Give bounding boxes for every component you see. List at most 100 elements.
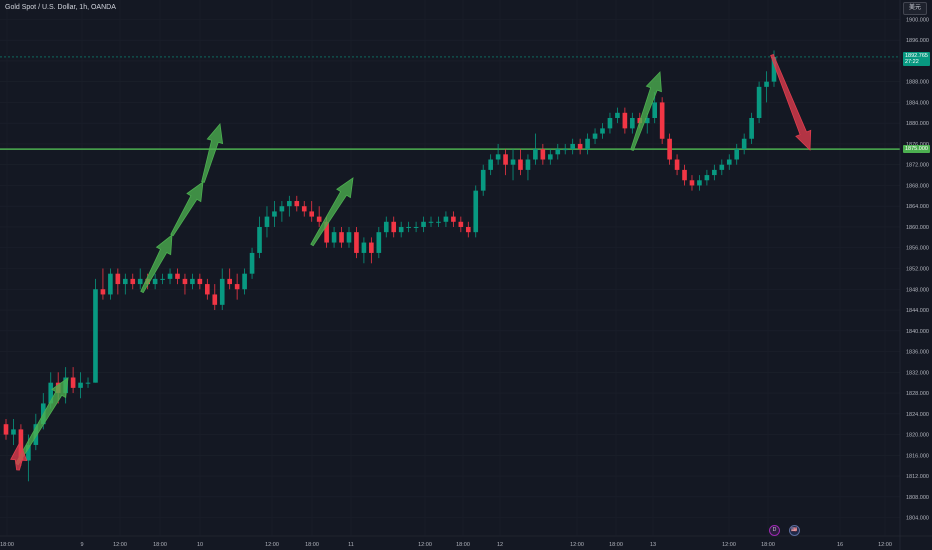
chart-grid: [0, 0, 900, 536]
candle-body: [160, 278, 165, 280]
price-tick-label: 1880.000: [906, 121, 929, 127]
price-tick-label: 1824.000: [906, 412, 929, 418]
time-tick-label: 12:00: [570, 542, 584, 548]
price-tick-label: 1876.000: [906, 142, 929, 148]
candle-body: [607, 117, 613, 129]
candle-body: [11, 429, 16, 435]
candle-body: [615, 112, 620, 118]
candle-body: [48, 382, 54, 404]
time-tick-label: 18:00: [609, 542, 623, 548]
price-tick-label: 1808.000: [906, 495, 929, 501]
candle-body: [451, 216, 456, 222]
candle-body: [428, 221, 434, 223]
green-up-arrow[interactable]: [310, 177, 354, 247]
price-scale[interactable]: 1900.0001896.0001892.0001888.0001884.000…: [899, 0, 929, 550]
candle-body: [309, 211, 315, 217]
candle-body: [741, 138, 747, 150]
candle-body: [205, 284, 210, 295]
candle-body: [547, 154, 553, 160]
candle-body: [674, 159, 680, 170]
green-up-arrow[interactable]: [170, 181, 204, 237]
candle-body: [756, 86, 762, 118]
candle-body: [197, 278, 203, 285]
time-tick-label: 18:00: [761, 542, 775, 548]
candle-body: [682, 169, 687, 181]
candle-body: [26, 444, 31, 461]
candle-body: [540, 149, 546, 160]
time-tick-label: 12: [497, 542, 503, 548]
candle-body: [421, 221, 426, 227]
price-tick-label: 1840.000: [906, 329, 929, 335]
candle-body: [122, 278, 128, 285]
candle-body: [764, 81, 769, 87]
time-tick-label: 12:00: [878, 542, 892, 548]
candle-body: [137, 278, 143, 285]
current-price-tag: 1892.765 27:22: [903, 51, 930, 66]
candle-body: [152, 278, 158, 285]
candle-body: [659, 102, 665, 139]
time-tick-label: 18:00: [153, 542, 167, 548]
candle-body: [130, 278, 136, 285]
candle-body: [458, 221, 464, 227]
candle-body: [331, 232, 337, 243]
candle-body: [242, 273, 247, 290]
candle-body: [354, 232, 359, 253]
candle-body: [592, 133, 598, 139]
candle-body: [473, 190, 479, 233]
price-tick-label: 1812.000: [906, 474, 929, 480]
price-tick-label: 1828.000: [906, 391, 929, 397]
candle-body: [70, 377, 76, 388]
price-tick-label: 1884.000: [906, 100, 929, 106]
price-tick-label: 1820.000: [906, 433, 929, 439]
time-tick-label: 10: [197, 542, 203, 548]
price-tick-label: 1868.000: [906, 183, 929, 189]
candle-body: [771, 56, 777, 82]
candle-body: [518, 159, 523, 170]
price-tick-label: 1888.000: [906, 80, 929, 86]
price-tick-label: 1896.000: [906, 38, 929, 44]
candle-body: [279, 206, 285, 212]
arrows-layer[interactable]: [10, 53, 812, 471]
candle-body: [436, 221, 441, 223]
candle-body: [533, 149, 538, 160]
green-up-arrow[interactable]: [201, 123, 224, 183]
candle-body: [555, 149, 561, 155]
price-tick-label: 1852.000: [906, 267, 929, 273]
price-tick-label: 1844.000: [906, 308, 929, 314]
candle-body: [227, 278, 233, 285]
candle-body: [667, 138, 672, 160]
time-scale[interactable]: 18:00 9 12:00 18:00 10 12:00 18:00 11 12:00 18:00…: [0, 535, 932, 548]
price-tick-label: 1804.000: [906, 516, 929, 522]
candle-body: [406, 226, 411, 228]
currency-button[interactable]: 美元: [903, 2, 927, 15]
candle-body: [108, 273, 113, 295]
candle-body: [190, 278, 195, 285]
candle-body: [630, 117, 635, 129]
price-tick-label: 1836.000: [906, 350, 929, 356]
candle-body: [182, 278, 188, 285]
candle-body: [719, 164, 725, 170]
candle-body: [465, 226, 471, 233]
symbol-title[interactable]: Gold Spot / U.S. Dollar, 1h, OANDA: [5, 4, 116, 11]
candle-body: [234, 284, 240, 290]
time-tick-label: 12:00: [265, 542, 279, 548]
candle-body: [249, 252, 255, 274]
price-tick-label: 1860.000: [906, 225, 929, 231]
candle-body: [339, 232, 344, 243]
candle-body: [712, 169, 717, 176]
candle-body: [413, 226, 419, 228]
us-flag-icon[interactable]: 🇺🇸: [789, 525, 800, 536]
candle-body: [398, 226, 404, 233]
candle-body: [264, 216, 270, 227]
green-up-arrow[interactable]: [140, 234, 173, 294]
candle-body: [115, 273, 121, 285]
green-up-arrow[interactable]: [630, 71, 662, 151]
price-tick-label: 1872.000: [906, 163, 929, 169]
candle-body: [316, 216, 322, 222]
countdown-timer: 27:22: [905, 58, 919, 65]
red-down-arrow[interactable]: [10, 441, 28, 471]
candle-body: [510, 159, 516, 165]
dividend-event-icon[interactable]: D: [769, 525, 780, 536]
red-down-arrow[interactable]: [770, 53, 812, 151]
